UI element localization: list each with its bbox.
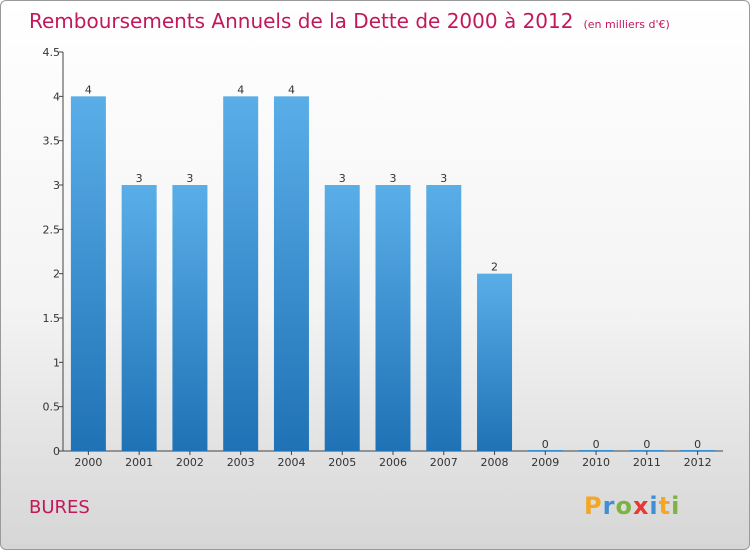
x-tick-label: 2011 (633, 456, 661, 469)
x-tick-label: 2005 (328, 456, 356, 469)
bar-2003 (223, 96, 259, 451)
y-tick-label: 0.5 (43, 401, 61, 414)
logo-letter: r (602, 492, 616, 520)
bar-2005 (324, 185, 360, 451)
bar-2010 (578, 450, 614, 451)
unit-label: (en milliers d'€) (583, 18, 670, 31)
logo-letter: t (658, 492, 672, 520)
data-label: 0 (542, 438, 549, 451)
commune-name: BURES (29, 497, 90, 518)
x-tick-label: 2004 (277, 456, 305, 469)
bars: 4 3 3 4 4 3 3 3 2 0 0 0 0 (70, 83, 716, 451)
proxiti-logo: Proxiti (584, 492, 680, 520)
bar-2012 (680, 450, 716, 451)
x-tick-label: 2006 (379, 456, 407, 469)
x-tick-label: 2000 (74, 456, 102, 469)
y-tick-label: 2.5 (43, 223, 61, 236)
x-tick-label: 2007 (430, 456, 458, 469)
data-label: 3 (390, 172, 397, 185)
logo-letter: x (632, 492, 650, 520)
data-label: 4 (288, 83, 295, 96)
logo-letter: P (584, 492, 603, 520)
x-tick-label: 2008 (481, 456, 509, 469)
data-label: 4 (85, 83, 92, 96)
data-label: 3 (186, 172, 193, 185)
bar-2004 (273, 96, 309, 451)
x-tick-label: 2009 (531, 456, 559, 469)
y-tick-label: 4.5 (43, 46, 61, 59)
bar-2009 (527, 450, 563, 451)
data-label: 3 (440, 172, 447, 185)
bar-2000 (70, 96, 106, 451)
data-label: 0 (694, 438, 701, 451)
x-tick-label: 2010 (582, 456, 610, 469)
data-label: 3 (339, 172, 346, 185)
data-label: 0 (643, 438, 650, 451)
bar-2002 (172, 185, 208, 451)
logo-letter: i (649, 492, 659, 520)
y-tick-label: 2 (53, 268, 60, 281)
x-tick-label: 2012 (684, 456, 712, 469)
bar-2008 (477, 273, 513, 451)
bar-2001 (121, 185, 157, 451)
logo-letter: i (671, 492, 681, 520)
bar-2006 (375, 185, 411, 451)
y-tick-label: 4 (53, 90, 60, 103)
data-label: 4 (237, 83, 244, 96)
y-tick-label: 0 (53, 445, 60, 458)
data-label: 2 (491, 261, 498, 274)
y-tick-label: 3.5 (43, 135, 61, 148)
y-tick-label: 1.5 (43, 312, 61, 325)
x-tick-label: 2003 (227, 456, 255, 469)
x-tick-label: 2001 (125, 456, 153, 469)
data-label: 0 (593, 438, 600, 451)
title-row: Remboursements Annuels de la Dette de 20… (29, 9, 670, 33)
y-tick-label: 3 (53, 179, 60, 192)
bar-2007 (426, 185, 462, 451)
y-tick-label: 1 (53, 356, 60, 369)
logo-letter: o (615, 492, 633, 520)
chart-title: Remboursements Annuels de la Dette de 20… (29, 9, 574, 33)
data-label: 3 (136, 172, 143, 185)
bar-2011 (629, 450, 665, 451)
x-tick-label: 2002 (176, 456, 204, 469)
